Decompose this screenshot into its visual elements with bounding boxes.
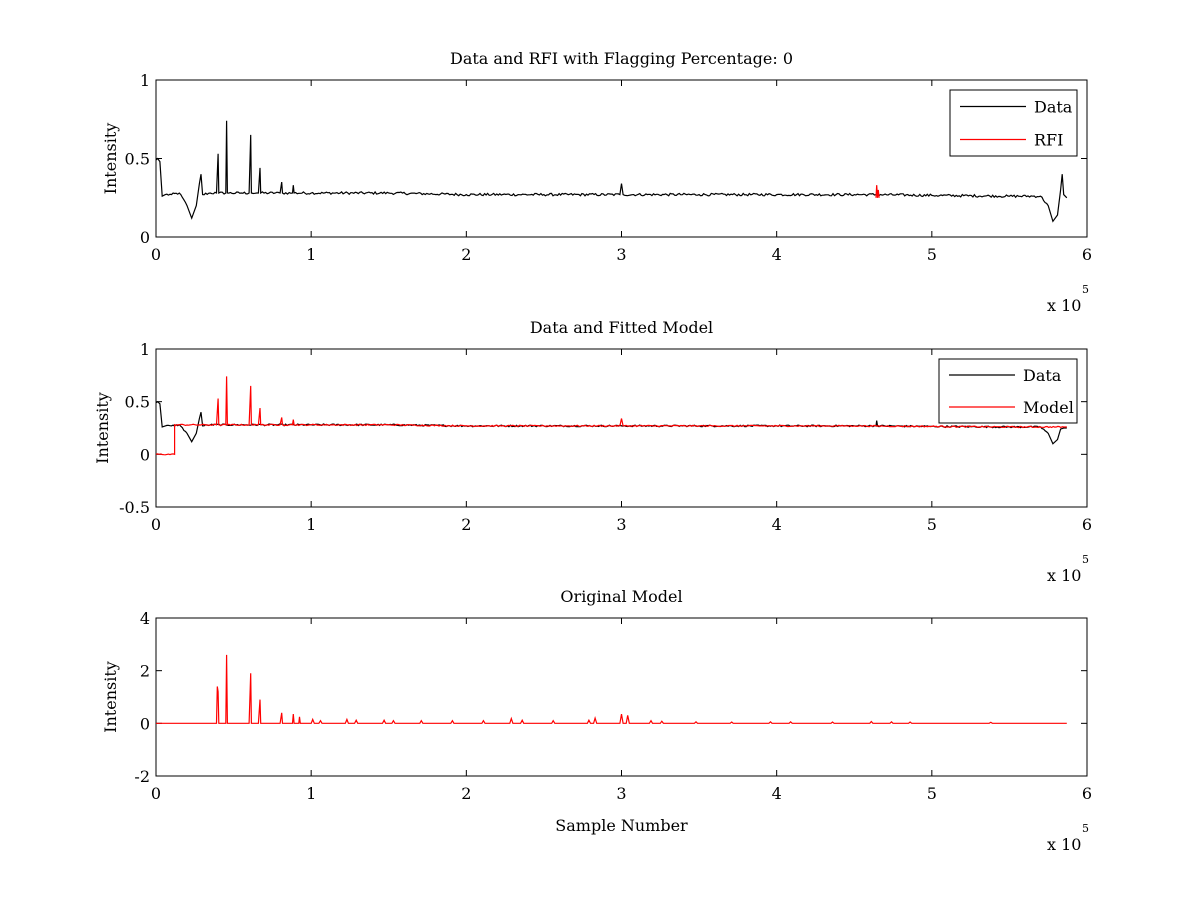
x-tick-label: 3 [616, 245, 626, 264]
x-axis-multiplier: x 10 [1047, 835, 1081, 854]
x-axis-exponent: 5 [1082, 553, 1089, 566]
x-tick-label: 2 [461, 784, 471, 803]
x-tick-label: 5 [927, 784, 937, 803]
y-axis-label: Intensity [101, 661, 120, 733]
x-tick-label: 0 [151, 784, 161, 803]
x-axis-exponent: 5 [1082, 822, 1089, 835]
x-tick-label: 4 [772, 515, 782, 534]
y-tick-label: 1 [140, 71, 150, 90]
legend: Data RFI [949, 89, 1078, 157]
y-tick-label: 2 [140, 662, 150, 681]
legend-label: Model [1023, 398, 1074, 417]
chart-title: Original Model [560, 587, 682, 606]
y-tick-label: 4 [140, 609, 150, 628]
x-tick-label: 0 [151, 515, 161, 534]
y-tick-label: 0.5 [125, 150, 150, 169]
x-tick-label: 6 [1082, 515, 1092, 534]
x-tick-label: 6 [1082, 784, 1092, 803]
x-tick-label: 6 [1082, 245, 1092, 264]
y-axis-label: Intensity [93, 392, 112, 464]
x-tick-label: 2 [461, 515, 471, 534]
y-tick-label: 1 [140, 340, 150, 359]
series-line-model [156, 376, 1067, 456]
series-line-rfi [875, 185, 880, 198]
x-tick-label: 1 [306, 784, 316, 803]
x-axis-multiplier: x 10 [1047, 296, 1081, 315]
y-tick-label: -0.5 [119, 498, 150, 517]
x-tick-label: 1 [306, 245, 316, 264]
x-axis-exponent: 5 [1082, 283, 1089, 296]
x-tick-label: 2 [461, 245, 471, 264]
legend-box [949, 89, 1078, 157]
legend-label: Data [1034, 98, 1073, 117]
x-tick-label: 5 [927, 245, 937, 264]
series-line-model [156, 654, 1067, 724]
legend-label: Data [1023, 366, 1062, 385]
chart-title: Data and Fitted Model [530, 318, 713, 337]
x-tick-label: 3 [616, 784, 626, 803]
x-tick-label: 1 [306, 515, 316, 534]
x-tick-label: 4 [772, 245, 782, 264]
x-tick-label: 5 [927, 515, 937, 534]
axes-box [155, 79, 1088, 238]
legend-label: RFI [1034, 131, 1063, 150]
y-tick-label: 0 [140, 228, 150, 247]
y-tick-label: 0 [140, 445, 150, 464]
x-tick-label: 3 [616, 515, 626, 534]
series-line-data [156, 120, 1068, 223]
legend-box [938, 358, 1078, 424]
x-tick-label: 0 [151, 245, 161, 264]
y-tick-label: 0.5 [125, 393, 150, 412]
chart-title: Data and RFI with Flagging Percentage: 0 [450, 49, 793, 68]
x-axis-multiplier: x 10 [1047, 566, 1081, 585]
y-tick-label: 0 [140, 714, 150, 733]
y-tick-label: -2 [134, 767, 150, 786]
subplot-1: 0 1 2 3 4 5 6 0 0.5 1 Data and RFI with Flagging P… [101, 49, 1092, 315]
y-axis-label: Intensity [101, 123, 120, 195]
legend: Data Model [938, 358, 1078, 424]
axes-box [155, 617, 1088, 777]
x-tick-label: 4 [772, 784, 782, 803]
x-axis-label: Sample Number [555, 816, 688, 835]
